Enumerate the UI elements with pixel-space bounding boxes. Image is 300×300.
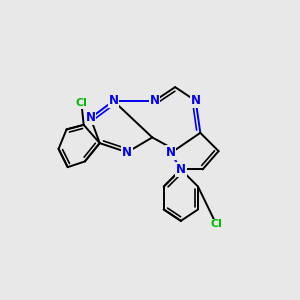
Text: N: N	[166, 146, 176, 159]
Text: N: N	[150, 94, 160, 107]
Text: Cl: Cl	[76, 98, 87, 108]
Text: N: N	[85, 112, 96, 124]
Text: N: N	[108, 94, 118, 107]
Text: Cl: Cl	[210, 219, 222, 229]
Text: N: N	[176, 163, 186, 176]
Text: N: N	[191, 94, 201, 107]
Text: N: N	[122, 146, 132, 159]
